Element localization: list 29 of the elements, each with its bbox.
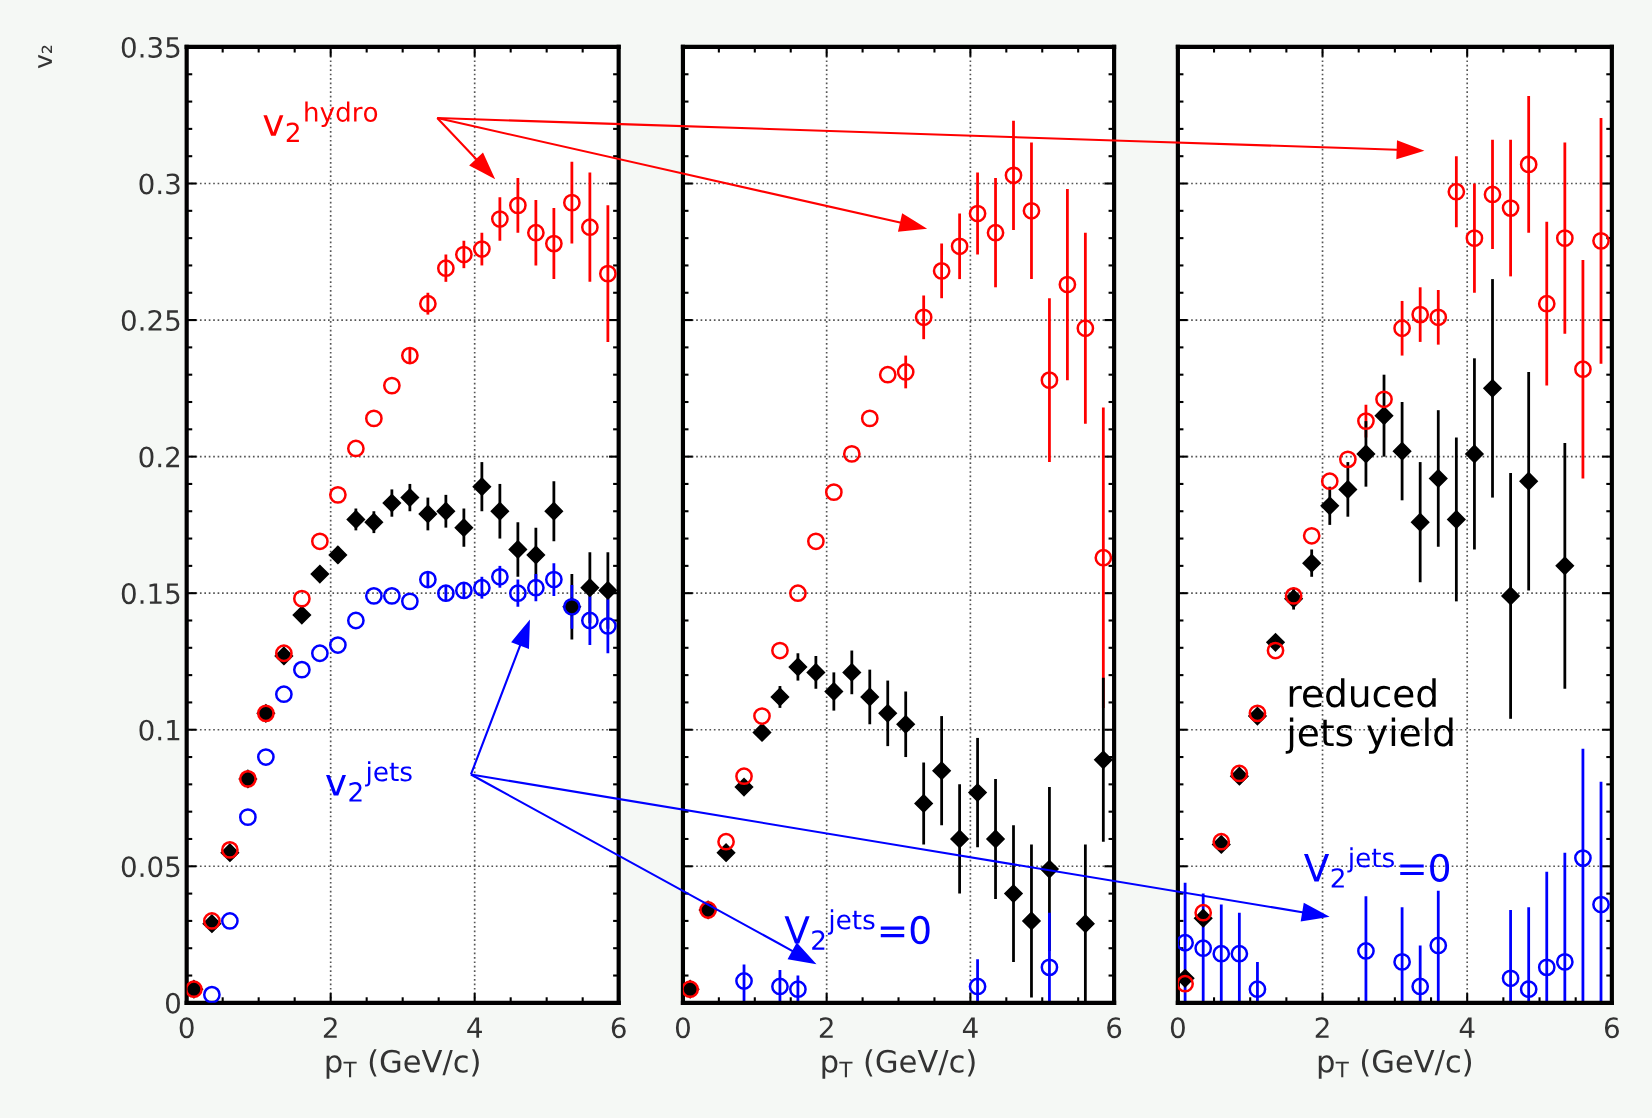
x-tick-label: 2 <box>323 1017 337 1038</box>
annotation: reduced jets yield <box>1285 678 1453 754</box>
x-tick-label: 0 <box>179 1017 194 1039</box>
x-tick-label: 0 <box>675 1017 690 1039</box>
annotation: v$_{2}$$^{hydro}$ <box>263 101 378 143</box>
y-tick-label: 0.2 <box>139 446 180 468</box>
x-tick-label: 4 <box>962 1017 978 1038</box>
annotation: v$_{2}$$^{jets}$ <box>326 761 412 802</box>
x-axis-title: p$_{T}$ (GeV/c) <box>326 1049 479 1079</box>
x-axis-title: p$_{T}$ (GeV/c) <box>822 1049 975 1079</box>
x-tick-label: 4 <box>467 1017 482 1038</box>
y-tick-label: 0.25 <box>121 310 180 332</box>
x-tick-label: 6 <box>1107 1017 1122 1039</box>
x-tick-label: 4 <box>1459 1017 1475 1038</box>
y-tick-label: 0.35 <box>121 36 180 58</box>
y-tick-label: 0.05 <box>121 856 180 878</box>
y-tick-label: 0 <box>165 992 180 1014</box>
x-tick-label: 6 <box>1604 1017 1619 1039</box>
x-axis-title: p$_{T}$ (GeV/c) <box>1318 1049 1472 1079</box>
annotation: V$_{2}$$^{jets}$=0 <box>1304 847 1450 888</box>
x-tick-label: 6 <box>611 1017 626 1039</box>
y-tick-label: 0.3 <box>139 173 180 195</box>
x-tick-label: 2 <box>1315 1017 1329 1038</box>
y-axis-title: v₂ <box>38 45 52 69</box>
x-tick-label: 0 <box>1170 1017 1185 1039</box>
y-tick-label: 0.15 <box>121 583 180 605</box>
y-tick-label: 0.1 <box>139 719 180 741</box>
annotation: V$_{2}$$^{jets}$=0 <box>784 909 930 950</box>
x-tick-label: 2 <box>819 1017 833 1038</box>
